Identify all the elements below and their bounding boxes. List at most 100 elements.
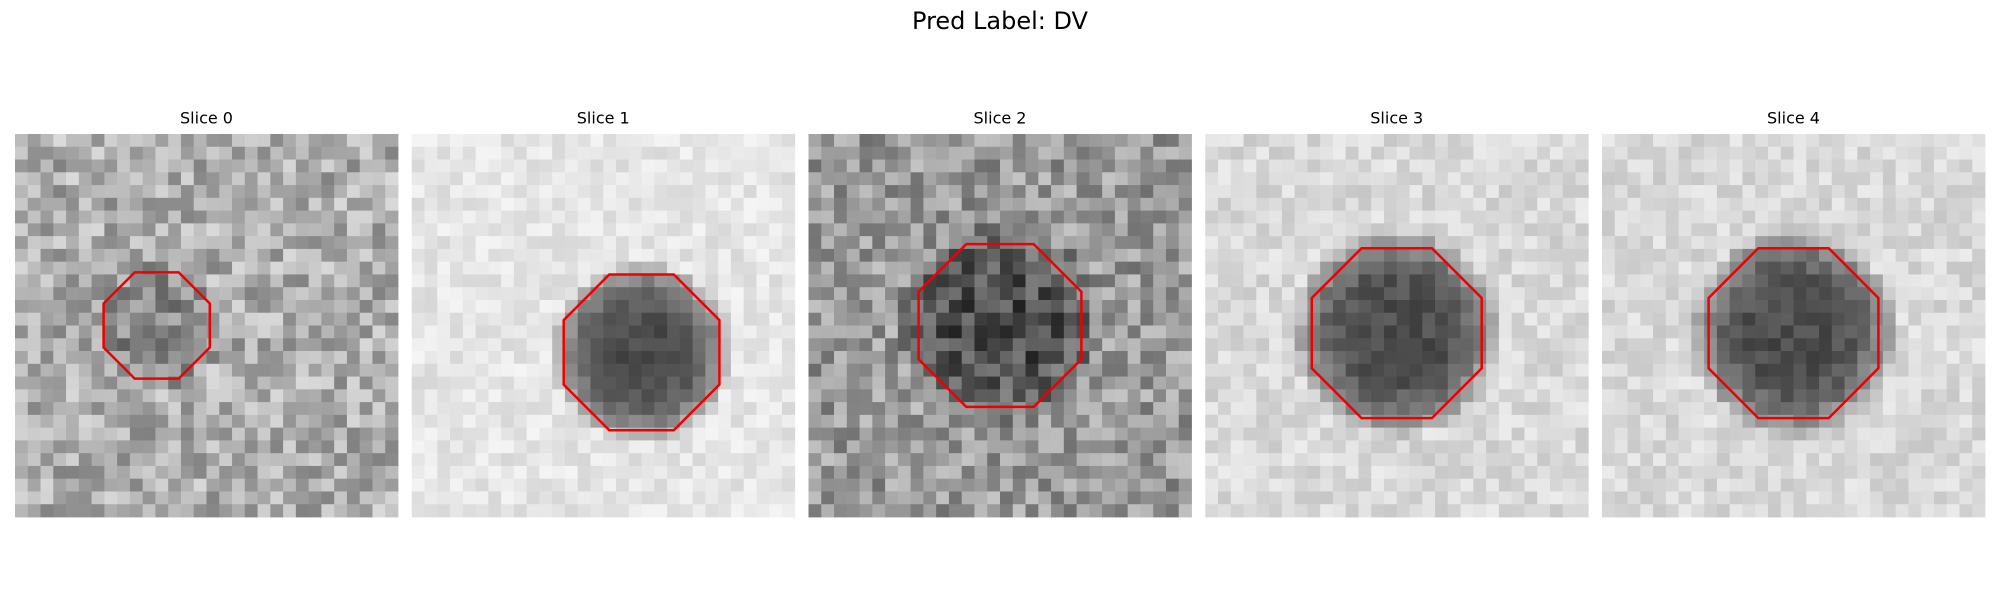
pixel	[781, 159, 796, 173]
pixel	[488, 287, 502, 301]
pixel	[1959, 172, 1973, 186]
pixel	[219, 287, 233, 301]
pixel	[1127, 427, 1141, 441]
pixel	[346, 440, 361, 454]
pixel	[475, 414, 489, 429]
pixel	[1165, 134, 1180, 148]
pixel	[1921, 159, 1935, 173]
pixel	[1218, 338, 1232, 352]
pixel	[1549, 146, 1564, 160]
pixel	[346, 351, 361, 365]
pixel	[1780, 236, 1794, 250]
pixel	[142, 159, 156, 173]
pixel	[692, 465, 706, 480]
pixel	[1870, 172, 1884, 186]
pixel	[1780, 248, 1794, 263]
pixel	[1256, 146, 1270, 160]
pixel	[781, 312, 796, 326]
pixel	[718, 236, 732, 250]
pixel	[1332, 299, 1347, 314]
pixel	[1358, 185, 1372, 199]
pixel	[488, 146, 502, 160]
pixel	[1767, 478, 1782, 492]
pixel	[372, 172, 386, 186]
pixel	[936, 414, 950, 429]
pixel	[450, 453, 464, 467]
pixel	[846, 338, 860, 352]
pixel	[923, 236, 937, 250]
pixel	[232, 287, 246, 301]
pixel	[155, 351, 169, 365]
pixel	[1460, 363, 1474, 377]
pixel	[987, 427, 1001, 441]
pixel	[1218, 197, 1232, 211]
pixel	[155, 325, 169, 339]
pixel	[129, 287, 144, 301]
pixel	[616, 478, 630, 492]
pixel	[1320, 453, 1334, 467]
pixel	[308, 312, 322, 326]
pixel	[308, 185, 322, 199]
pixel	[1165, 465, 1180, 480]
pixel	[1320, 287, 1334, 301]
pixel	[1780, 146, 1794, 160]
pixel	[193, 491, 207, 505]
pixel	[679, 197, 694, 211]
pixel	[1269, 440, 1283, 454]
pixel	[78, 453, 92, 467]
pixel	[834, 351, 848, 365]
pixel	[603, 274, 617, 288]
pixel	[27, 159, 41, 173]
pixel	[1218, 312, 1232, 326]
pixel	[27, 427, 41, 441]
pixel	[180, 414, 195, 429]
pixel	[654, 376, 668, 390]
pixel	[1281, 453, 1296, 467]
pixel	[948, 210, 963, 224]
pixel	[321, 478, 335, 492]
pixel	[66, 261, 80, 275]
pixel	[590, 376, 604, 390]
pixel	[1218, 261, 1232, 275]
pixel	[295, 440, 310, 454]
pixel	[501, 414, 515, 429]
pixel	[1627, 159, 1641, 173]
pixel	[1959, 504, 1973, 518]
pixel	[1063, 453, 1077, 467]
pixel	[91, 325, 105, 339]
pixel	[1704, 236, 1718, 250]
pixel	[1831, 465, 1845, 480]
pixel	[756, 287, 770, 301]
pixel	[1294, 299, 1308, 314]
pixel	[117, 325, 131, 339]
pixel	[15, 338, 29, 352]
pixel	[1243, 299, 1257, 314]
pixel	[1473, 465, 1487, 480]
pixel	[1819, 134, 1833, 148]
pixel	[513, 248, 528, 263]
pixel	[641, 248, 655, 263]
pixel	[526, 414, 540, 429]
pixel	[1256, 338, 1270, 352]
pixel	[1230, 427, 1244, 441]
pixel	[1972, 236, 1986, 250]
pixel	[78, 389, 92, 403]
pixel	[603, 210, 617, 224]
pixel	[1511, 197, 1525, 211]
pixel	[270, 299, 284, 314]
pixel	[1473, 172, 1487, 186]
pixel	[1332, 325, 1347, 339]
pixel	[1000, 478, 1014, 492]
pixel	[846, 414, 860, 429]
pixel	[321, 389, 335, 403]
pixel	[897, 159, 912, 173]
pixel	[91, 287, 105, 301]
pixel	[385, 453, 399, 467]
pixel	[1831, 338, 1845, 352]
pixel	[334, 248, 348, 263]
pixel	[961, 376, 975, 390]
pixel	[1422, 363, 1436, 377]
pixel	[1537, 504, 1551, 518]
pixel	[1076, 172, 1090, 186]
pixel	[1447, 491, 1461, 505]
